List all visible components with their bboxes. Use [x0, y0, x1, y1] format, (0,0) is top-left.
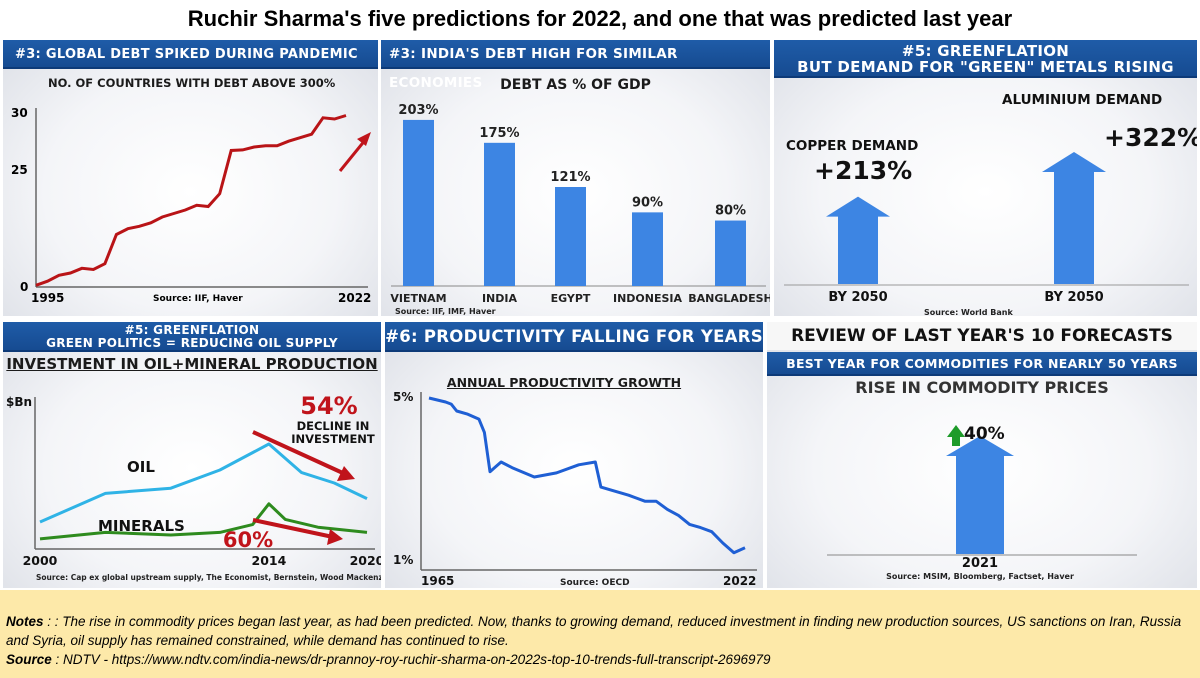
x-tick-label: 2022 — [723, 574, 756, 588]
up-arrow-icon — [947, 425, 965, 446]
banner-global-debt: #3: GLOBAL DEBT SPIKED DURING PANDEMIC — [3, 40, 378, 69]
data-label: 203% — [398, 103, 438, 118]
chart-global-debt: 30 25 0 1995 2022 Source: IIF, Haver — [11, 106, 371, 305]
chart-productivity: 5% 1% 1965 2022 Source: OECD — [393, 390, 757, 588]
chart-title-productivity: ANNUAL PRODUCTIVITY GROWTH — [446, 375, 682, 390]
oil-line — [39, 442, 368, 524]
chart-title-commodities: RISE IN COMMODITY PRICES — [855, 378, 1109, 397]
oil-decline-pct: 54% — [300, 392, 357, 420]
copper-label: COPPER DEMAND — [786, 138, 918, 154]
category-label: 2021 — [962, 556, 998, 571]
x-tick-label: 2022 — [338, 291, 371, 305]
notes-box: Notes : : The rise in commodity prices b… — [0, 590, 1200, 678]
panel-oil-minerals: #5: GREENFLATION GREEN POLITICS = REDUCI… — [3, 322, 381, 588]
minerals-line — [39, 502, 368, 541]
banner-oil-minerals: #5: GREENFLATION GREEN POLITICS = REDUCI… — [3, 322, 381, 352]
trend-arrow-shaft — [338, 138, 368, 172]
bar — [715, 220, 746, 286]
source-commodities: Source: MSIM, Bloomberg, Factset, Haver — [886, 572, 1074, 581]
panel-commodities: REVIEW OF LAST YEAR'S 10 FORECASTS BEST … — [767, 322, 1197, 588]
chart-green-metals: BY 2050 BY 2050 COPPER DEMAND +213% ALUMINIU… — [784, 92, 1197, 316]
bar — [632, 212, 663, 286]
minerals-decline-pct: 60% — [223, 528, 273, 552]
panel-global-debt: #3: GLOBAL DEBT SPIKED DURING PANDEMIC N… — [3, 40, 378, 316]
category-label: BY 2050 — [828, 290, 887, 305]
notes-text: : : The rise in commodity prices began l… — [6, 614, 1182, 648]
page-title: Ruchir Sharma's five predictions for 202… — [187, 6, 1013, 31]
bar — [484, 142, 515, 286]
panel-productivity: #6: PRODUCTIVITY FALLING FOR YEARS ANNUA… — [385, 322, 763, 588]
oil-decline-arrow-shaft — [252, 430, 346, 476]
y-tick-label: 30 — [11, 106, 28, 120]
trend-arrow-head — [357, 132, 371, 146]
growth-arrow — [826, 196, 890, 284]
banner-productivity: #6: PRODUCTIVITY FALLING FOR YEARS — [385, 322, 763, 352]
oil-decline-text-1: DECLINE IN — [297, 419, 370, 433]
source-india-debt: Source: IIF, IMF, Haver — [395, 307, 496, 316]
minerals-decline-arrow-head — [327, 529, 343, 545]
x-tick-label: 2020 — [350, 553, 381, 568]
series-label-minerals: MINERALS — [98, 517, 185, 535]
banner-line-2: GREEN POLITICS = REDUCING OIL SUPPLY — [46, 336, 338, 350]
review-header: REVIEW OF LAST YEAR'S 10 FORECASTS — [767, 322, 1197, 350]
data-label: 121% — [550, 170, 590, 185]
x-tick-label: 2014 — [252, 553, 287, 568]
oil-decline-text-2: INVESTMENT — [291, 432, 375, 446]
minerals-decline-arrow-shaft — [252, 518, 334, 539]
panel-india-debt: #3: INDIA'S DEBT HIGH FOR SIMILAR ECONOM… — [381, 40, 770, 316]
banner-line-1: #5: GREENFLATION — [901, 42, 1070, 60]
category-label: EGYPT — [551, 292, 591, 305]
source-productivity: Source: OECD — [560, 578, 630, 588]
category-label: BY 2050 — [1044, 290, 1103, 305]
y-tick-label: 5% — [393, 390, 413, 404]
source-text: : NDTV - https://www.ndtv.com/india-news… — [51, 652, 771, 667]
y-axis-label: $Bn — [6, 395, 32, 409]
data-label: 90% — [632, 195, 663, 210]
panel-green-metals: #5: GREENFLATION BUT DEMAND FOR "GREEN" … — [774, 40, 1197, 316]
productivity-line — [428, 396, 746, 555]
category-label: INDIA — [482, 292, 518, 305]
source-oil-minerals: Source: Cap ex global upstream supply, T… — [36, 573, 381, 582]
bar — [555, 187, 586, 286]
category-label: BANGLADESH — [688, 292, 770, 305]
y-tick-label: 25 — [11, 163, 28, 177]
data-label: 40% — [964, 424, 1005, 444]
source-global-debt: Source: IIF, Haver — [153, 294, 243, 304]
chart-title-india-debt: DEBT AS % OF GDP — [500, 77, 651, 93]
y-tick-label: 0 — [20, 280, 28, 294]
banner-commodities: BEST YEAR FOR COMMODITIES FOR NEARLY 50 … — [767, 352, 1197, 376]
aluminium-label: ALUMINIUM DEMAND — [1002, 92, 1162, 108]
debt-line — [35, 114, 347, 287]
data-label: 175% — [479, 126, 519, 141]
banner-line-1: #5: GREENFLATION — [124, 323, 260, 337]
aluminium-value: +322% — [1104, 123, 1197, 152]
chart-oil-minerals: $Bn OIL MINERALS 2000 2014 2020 54%DECLINE INI… — [6, 392, 381, 582]
category-label: VIETNAM — [390, 292, 446, 305]
banner-india-debt: #3: INDIA'S DEBT HIGH FOR SIMILAR ECONOM… — [381, 40, 770, 91]
oil-decline-arrow-head — [337, 466, 355, 481]
commodity-arrow — [946, 436, 1014, 554]
x-tick-label: 1995 — [31, 291, 64, 305]
data-label: 80% — [715, 204, 746, 219]
chart-title-oil-minerals: INVESTMENT IN OIL+MINERAL PRODUCTION — [6, 355, 378, 373]
x-tick-label: 2000 — [23, 553, 58, 568]
series-label-oil: OIL — [127, 458, 155, 476]
y-tick-label: 1% — [393, 553, 413, 567]
notes-label: Notes — [6, 614, 44, 629]
x-tick-label: 1965 — [421, 574, 454, 588]
copper-value: +213% — [814, 156, 912, 185]
banner-line-2: BUT DEMAND FOR "GREEN" METALS RISING — [797, 58, 1174, 76]
chart-india-debt: 203% VIETNAM 175% INDIA 121% EGYPT 90% INDONESI… — [390, 103, 770, 316]
bar — [403, 119, 434, 286]
chart-title-global-debt: NO. OF COUNTRIES WITH DEBT ABOVE 300% — [48, 76, 336, 90]
source-label: Source — [6, 652, 52, 667]
category-label: INDONESIA — [613, 292, 683, 305]
growth-arrow — [1042, 151, 1106, 284]
banner-green-metals: #5: GREENFLATION BUT DEMAND FOR "GREEN" … — [774, 40, 1197, 78]
source-green-metals: Source: World Bank — [924, 308, 1013, 316]
